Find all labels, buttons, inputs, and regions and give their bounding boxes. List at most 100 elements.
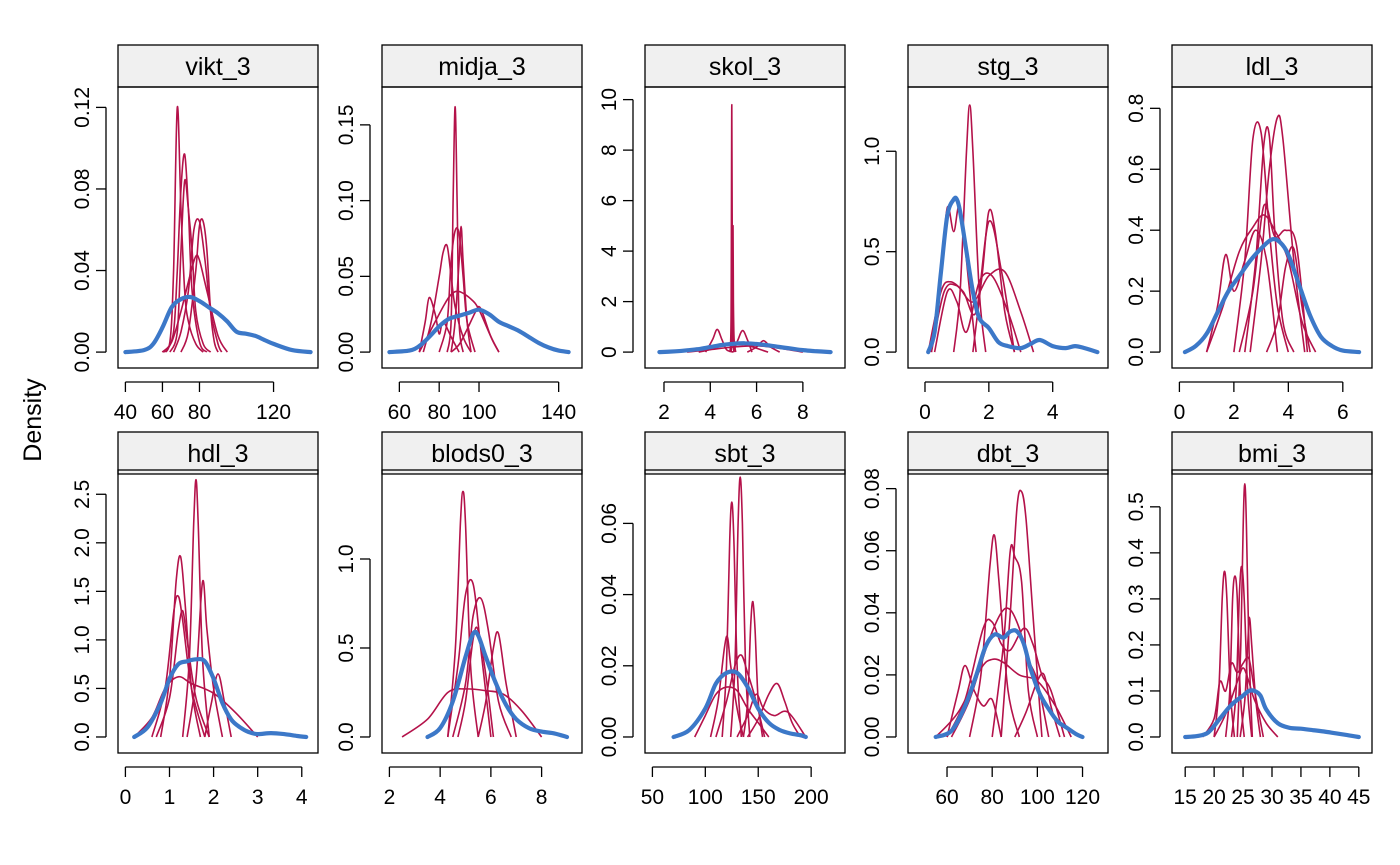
imputed-density-3 <box>704 328 734 353</box>
strip-background <box>1171 431 1373 475</box>
strip-title: bmi_3 <box>1238 440 1306 468</box>
density-curves <box>387 105 571 355</box>
x-tick-label: 0 <box>1174 401 1186 424</box>
y-axis: 0.0 0.1 0.2 0.3 0.4 0.5 <box>1125 492 1161 752</box>
plot-frame <box>644 469 846 754</box>
observed-density <box>132 656 309 740</box>
x-tick-label: 2 <box>1228 401 1240 424</box>
imputed-density-6 <box>933 272 1022 353</box>
imputed-density-6 <box>161 254 228 353</box>
plot-frame <box>907 469 1109 754</box>
x-tick-label: 6 <box>1337 401 1349 424</box>
y-axis: 0.0 0.5 1.0 1.5 2.0 2.5 <box>71 480 107 752</box>
x-tick-label: 60 <box>935 786 958 809</box>
y-tick-label: 0.2 <box>1125 277 1148 306</box>
y-tick-label: 0.0 <box>1125 722 1148 751</box>
strip-title: blods0_3 <box>431 440 532 468</box>
y-tick-label: 0.2 <box>1125 630 1148 659</box>
y-tick-label: 0.5 <box>861 237 884 266</box>
imputed-density-5 <box>746 339 781 353</box>
y-tick-label: 0.3 <box>1125 584 1148 613</box>
x-tick-label: 8 <box>536 786 548 809</box>
y-tick-label: 0.1 <box>1125 676 1148 705</box>
imputed-density-4 <box>742 600 764 738</box>
y-tick-label: 0.04 <box>598 574 621 615</box>
observed-density <box>387 307 571 355</box>
x-tick-label: 15 <box>1174 786 1197 809</box>
density-curves <box>926 104 1100 355</box>
y-tick-label: 4 <box>598 245 621 257</box>
strip-background <box>1171 44 1373 88</box>
y-tick-label: 0.04 <box>71 250 94 291</box>
imputed-density-6 <box>946 618 1066 738</box>
x-axis: 0 1 2 3 4 <box>120 766 308 809</box>
y-tick-label: 0 <box>598 346 621 358</box>
x-tick-label: 4 <box>1282 401 1294 424</box>
observed-density <box>425 629 570 740</box>
observed-density <box>926 195 1100 355</box>
x-tick-label: 40 <box>114 401 137 424</box>
y-tick-label: 0.00 <box>861 717 884 758</box>
y-tick-label: 0.06 <box>861 530 884 571</box>
y-tick-label: 0.04 <box>861 592 884 633</box>
imputed-density-2 <box>447 578 492 738</box>
y-tick-label: 0.10 <box>335 180 358 221</box>
x-tick-label: 100 <box>688 786 723 809</box>
x-tick-label: 100 <box>461 401 496 424</box>
density-curves <box>123 105 313 355</box>
imputed-density-2 <box>721 501 743 738</box>
observed-density <box>657 341 833 355</box>
y-tick-label: 0.0 <box>71 722 94 751</box>
y-tick-label: 2 <box>598 296 621 308</box>
plot-frame <box>381 86 583 369</box>
y-tick-label: 2.5 <box>71 480 94 509</box>
imputed-density-1 <box>1000 489 1043 738</box>
imputed-density-4 <box>930 268 1035 353</box>
plot-frame <box>907 86 1109 369</box>
x-tick-label: 120 <box>256 401 291 424</box>
y-tick-label: 0.02 <box>598 645 621 686</box>
imputed-density-3 <box>991 544 1039 738</box>
y-tick-label: 0.8 <box>1125 94 1148 123</box>
imputed-density-4 <box>946 664 1002 738</box>
strip-background <box>381 431 583 475</box>
x-tick-label: 80 <box>981 786 1004 809</box>
x-tick-label: 100 <box>1020 786 1055 809</box>
y-tick-label: 0.06 <box>598 503 621 544</box>
x-axis: 0 2 4 6 <box>1174 381 1349 424</box>
x-tick-label: 4 <box>296 786 308 809</box>
x-tick-label: 6 <box>485 786 497 809</box>
imputed-density-6 <box>1201 656 1265 738</box>
imputed-density-8 <box>1014 672 1061 738</box>
imputed-density-7 <box>1265 246 1311 353</box>
x-tick-label: 0 <box>120 786 132 809</box>
imputed-density-2 <box>730 225 737 353</box>
x-tick-label: 30 <box>1260 786 1283 809</box>
panel-hdl-3: hdl_3 0 1 2 3 4 0.0 0.5 1.0 1.5 2.0 2.5 <box>71 431 319 809</box>
y-axis: 0.00 0.02 0.04 0.06 <box>598 503 634 757</box>
y-axis-label: Density <box>19 378 47 462</box>
y-axis: 0.0 0.2 0.4 0.6 0.8 <box>1125 94 1161 367</box>
imputed-density-1 <box>1236 483 1254 738</box>
plot-frame <box>1171 86 1373 369</box>
imputed-density-2 <box>165 153 208 353</box>
y-axis: 0.00 0.05 0.10 0.15 <box>335 104 371 373</box>
observed-density <box>671 669 808 740</box>
imputed-density-8 <box>736 693 807 738</box>
y-tick-label: 0.0 <box>335 722 358 751</box>
plot-frame <box>381 469 583 754</box>
y-tick-label: 6 <box>598 195 621 207</box>
x-tick-label: 140 <box>541 401 576 424</box>
x-tick-label: 0 <box>919 401 931 424</box>
imputed-density-3 <box>452 596 512 738</box>
y-tick-label: 0.00 <box>71 332 94 373</box>
y-tick-label: 0.00 <box>335 332 358 373</box>
x-tick-label: 3 <box>252 786 264 809</box>
imputed-density-4 <box>477 631 517 738</box>
density-curves <box>1183 483 1361 740</box>
x-tick-label: 2 <box>384 786 396 809</box>
x-axis: 2 4 6 8 <box>384 766 548 809</box>
x-tick-label: 80 <box>188 401 211 424</box>
strip-title: ldl_3 <box>1246 53 1299 81</box>
density-curves <box>933 489 1085 740</box>
